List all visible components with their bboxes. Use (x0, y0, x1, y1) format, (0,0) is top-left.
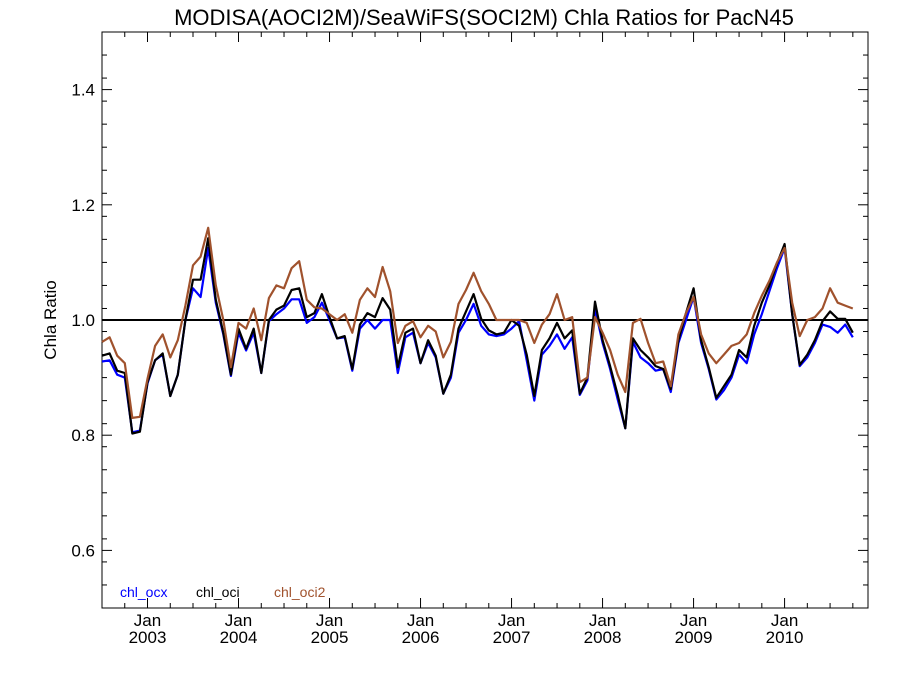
x-tick-label-year: 2007 (493, 628, 531, 647)
y-axis-label: Chla Ratio (41, 280, 60, 359)
x-tick-label-month: Jan (498, 611, 525, 630)
series-line-chl-oci (101, 237, 854, 435)
x-tick-label-month: Jan (680, 611, 707, 630)
x-tick-label-year: 2009 (675, 628, 713, 647)
y-tick-label: 0.6 (71, 541, 95, 560)
legend-item-chl-oci2: chl_oci2 (274, 584, 326, 600)
y-tick-label: 1.0 (71, 311, 95, 330)
x-tick-label-month: Jan (316, 611, 343, 630)
legend-item-chl-oci: chl_oci (196, 584, 240, 600)
y-tick-label: 0.8 (71, 426, 95, 445)
x-tick-label-year: 2003 (129, 628, 167, 647)
y-tick-label: 1.4 (71, 81, 95, 100)
plot-area: 0.60.81.01.21.4Jan2003Jan2004Jan2005Jan2… (71, 31, 869, 647)
x-tick-label-year: 2004 (220, 628, 258, 647)
x-tick-label-year: 2010 (766, 628, 804, 647)
series-line-chl-oci2 (101, 226, 854, 419)
legend-item-chl-ocx: chl_ocx (120, 584, 167, 600)
x-tick-label-month: Jan (134, 611, 161, 630)
x-tick-label-year: 2005 (311, 628, 349, 647)
x-tick-label-year: 2008 (584, 628, 622, 647)
x-tick-label-year: 2006 (402, 628, 440, 647)
x-tick-label-month: Jan (589, 611, 616, 630)
x-tick-label-month: Jan (225, 611, 252, 630)
chart-title: MODISA(AOCI2M)/SeaWiFS(SOCI2M) Chla Rati… (174, 5, 794, 30)
x-tick-label-month: Jan (771, 611, 798, 630)
x-tick-label-month: Jan (407, 611, 434, 630)
y-tick-label: 1.2 (71, 196, 95, 215)
